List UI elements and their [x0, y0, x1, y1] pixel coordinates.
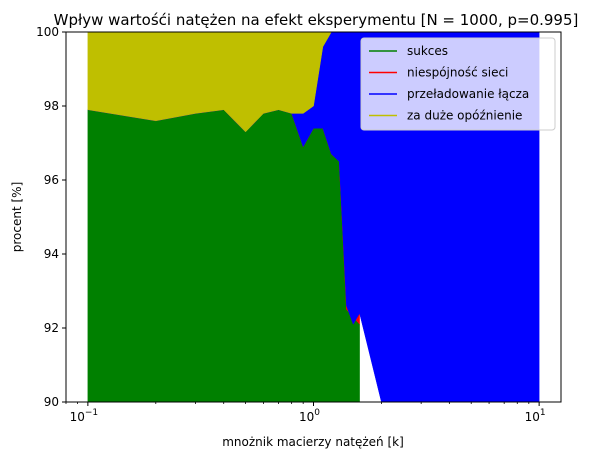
- legend: sukces niespójność sieci przeładowanie łąc…: [360, 37, 556, 131]
- legend-label: za duże opóźnienie: [407, 109, 522, 123]
- x-tick-label: 101: [525, 408, 546, 424]
- legend-label: sukces: [407, 44, 448, 58]
- chart-title: Wpływ wartośći natężen na efekt eksperym…: [54, 11, 579, 29]
- area-sukces: [87, 109, 360, 403]
- y-tick-label: 98: [44, 99, 59, 113]
- x-axis-label: mnożnik macierzy natężeń [k]: [222, 435, 404, 449]
- y-tick-label: 94: [44, 247, 59, 261]
- legend-label: niespójność sieci: [407, 66, 508, 80]
- x-tick-label: 100: [299, 408, 320, 424]
- x-tick-label: 10−1: [70, 408, 99, 424]
- y-tick-label: 100: [36, 25, 59, 39]
- y-axis-ticks: 90 92 94 96 98 100: [36, 25, 66, 409]
- x-axis-ticks: 10−1 100 101: [65, 402, 546, 424]
- y-tick-label: 96: [44, 173, 59, 187]
- y-axis-label: procent [%]: [10, 182, 24, 253]
- y-tick-label: 92: [44, 321, 59, 335]
- legend-label: przeładowanie łącza: [407, 87, 529, 101]
- y-tick-label: 90: [44, 395, 59, 409]
- legend-box: [360, 37, 556, 131]
